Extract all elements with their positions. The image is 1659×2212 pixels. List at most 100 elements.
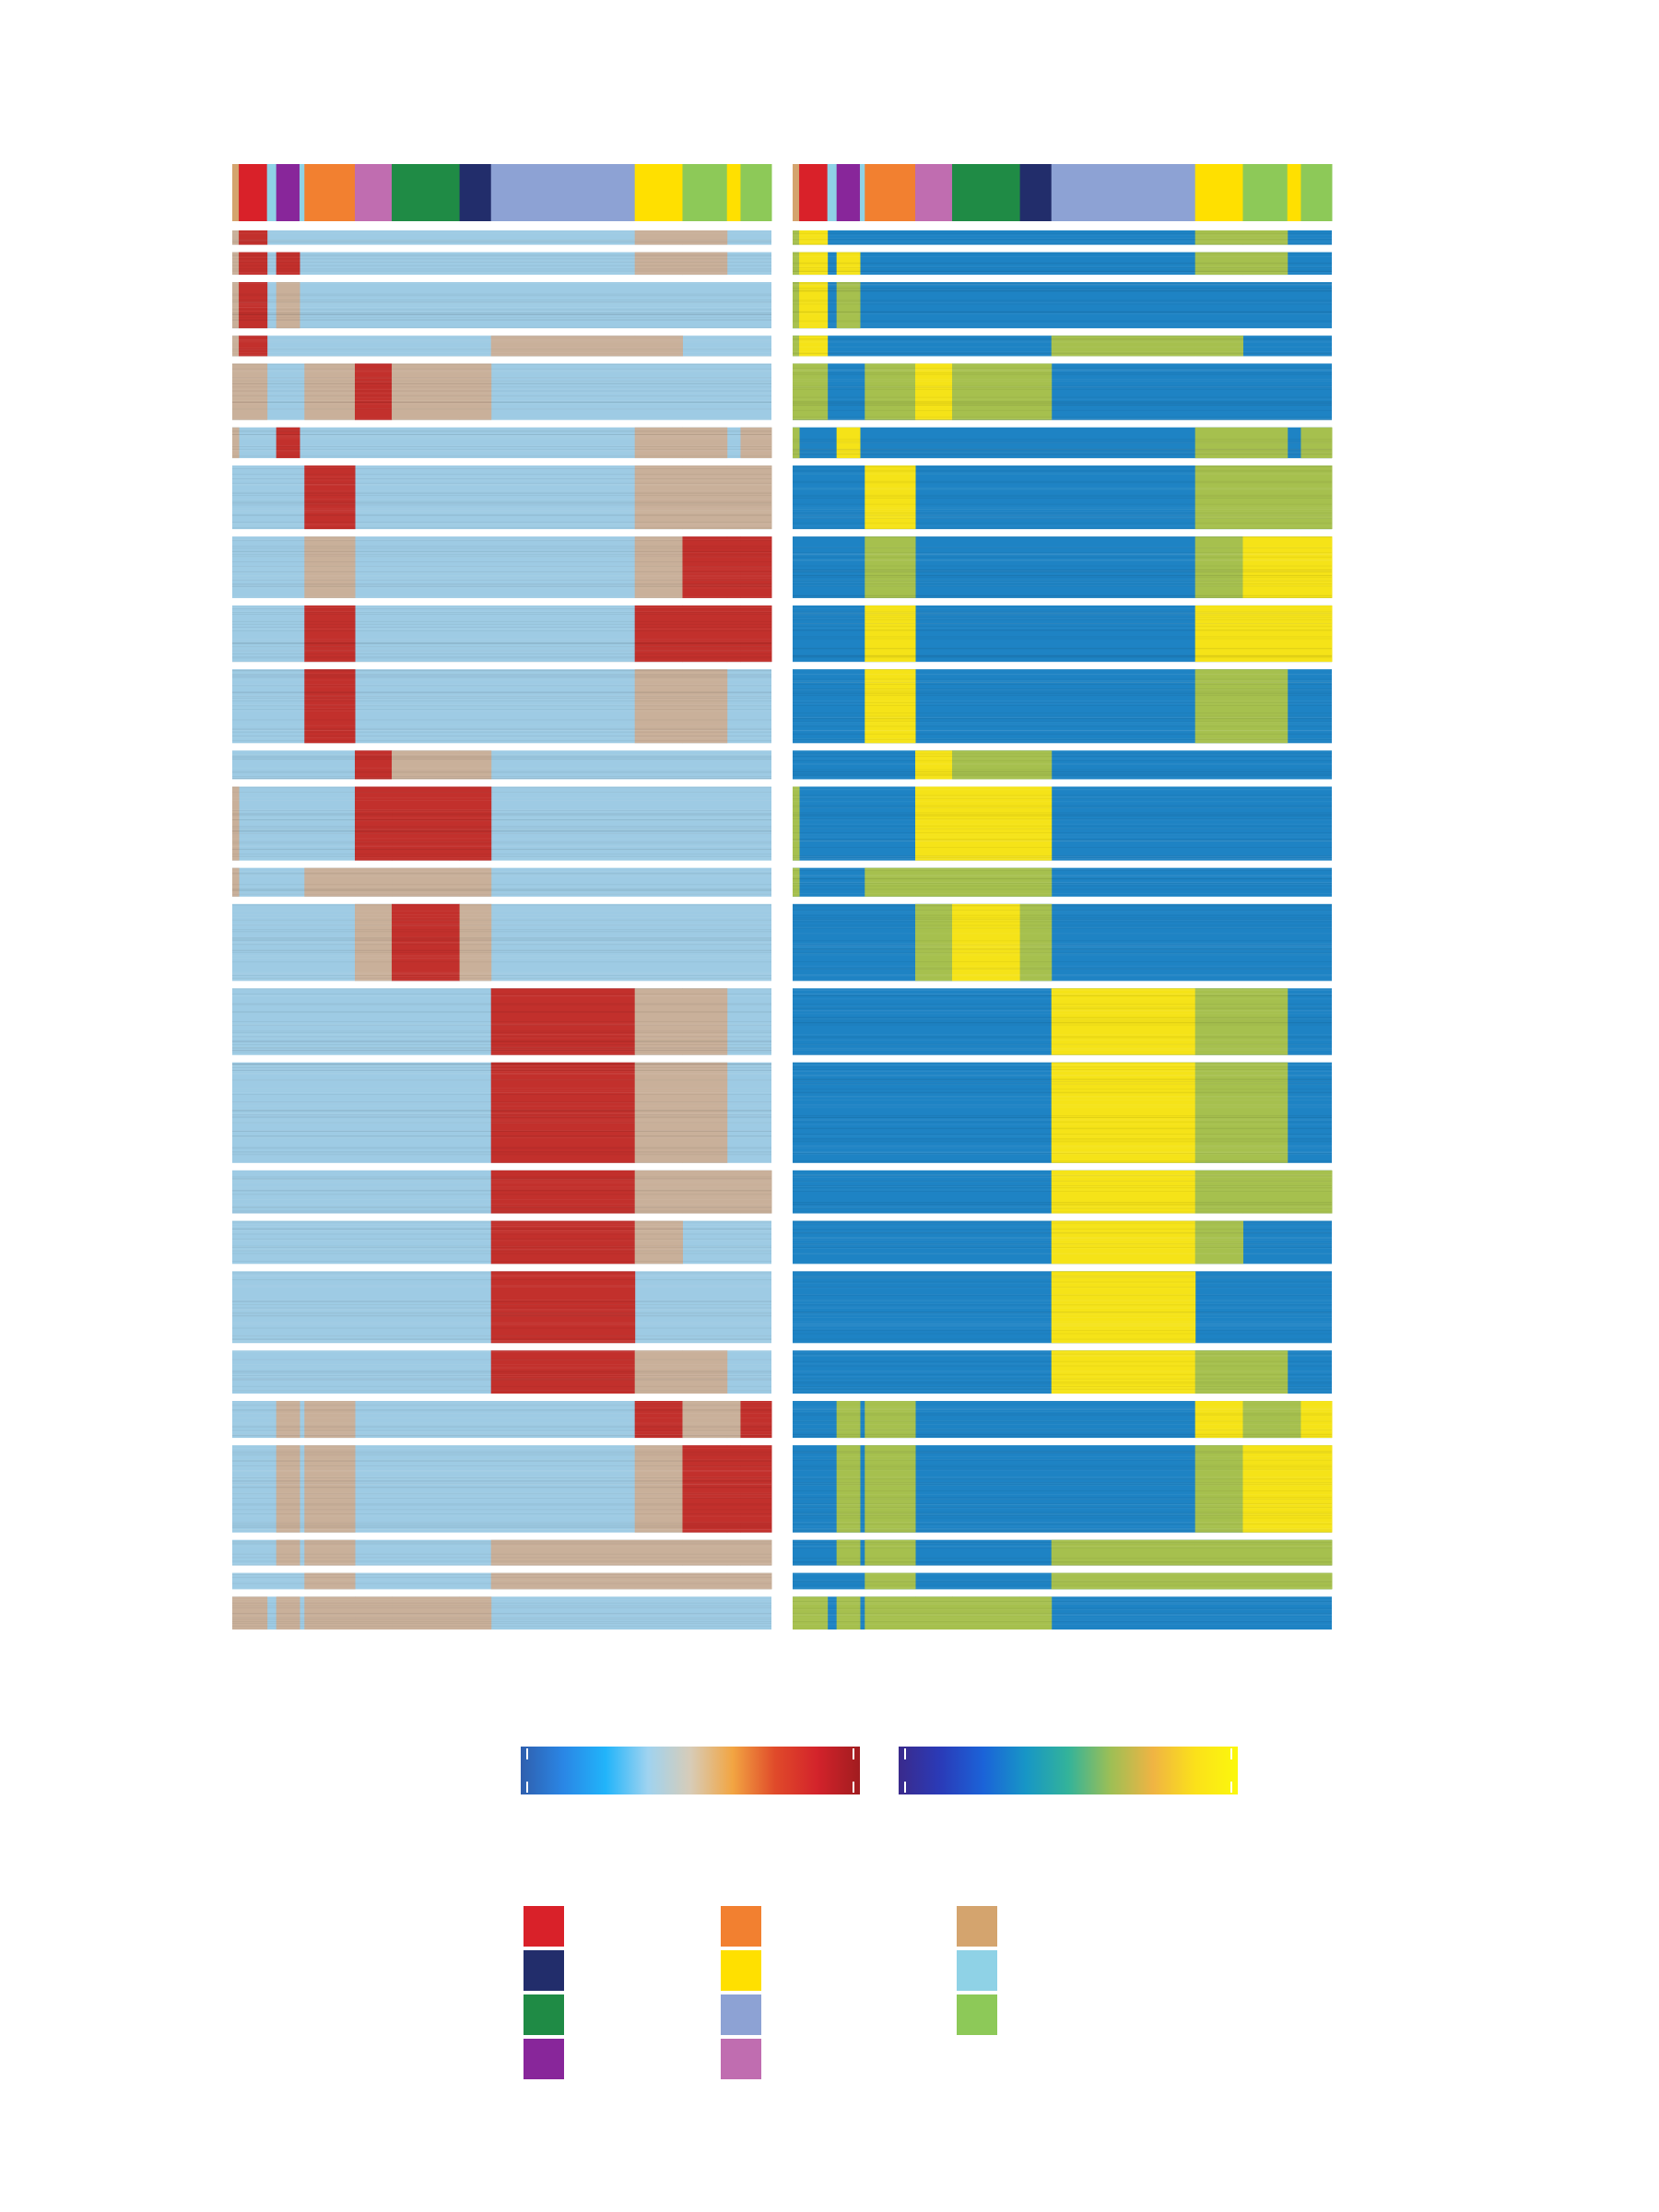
block-cell	[232, 427, 240, 459]
block-cell	[232, 335, 240, 357]
texture-line	[232, 1477, 771, 1478]
texture-line	[793, 839, 1332, 840]
texture-line	[232, 1492, 771, 1494]
texture-line	[232, 818, 771, 820]
texture-line	[232, 1312, 771, 1313]
texture-line	[232, 389, 771, 391]
texture-line	[232, 1315, 771, 1317]
texture-line	[793, 823, 1332, 825]
texture-line	[793, 952, 1332, 954]
texture-line	[793, 547, 1332, 548]
texture-line	[793, 771, 1332, 772]
group-segment	[459, 164, 492, 221]
texture-line	[793, 547, 1332, 548]
texture-line	[793, 881, 1332, 883]
texture-line	[232, 949, 771, 951]
texture-line	[232, 271, 771, 273]
texture-line	[232, 815, 771, 817]
block-cell	[1051, 1170, 1196, 1214]
texture-line	[232, 499, 771, 500]
texture-line	[232, 1230, 771, 1232]
texture-line	[793, 267, 1332, 268]
texture-line	[793, 1008, 1332, 1009]
texture-line	[793, 1091, 1332, 1093]
texture-line	[232, 1340, 771, 1342]
block-cell	[392, 903, 461, 982]
texture-line	[793, 989, 1332, 991]
group-segment	[1287, 164, 1301, 221]
texture-line	[232, 1312, 771, 1313]
texture-line	[793, 1408, 1332, 1410]
texture-line	[232, 607, 771, 609]
texture-line	[793, 1175, 1332, 1176]
block-cell	[1194, 605, 1243, 663]
block-cell	[740, 1445, 772, 1533]
texture-line	[232, 1614, 771, 1616]
texture-line	[232, 468, 771, 469]
texture-line	[232, 1470, 771, 1472]
texture-line	[232, 1272, 771, 1274]
texture-line	[232, 579, 771, 581]
texture-line	[232, 283, 771, 284]
heatmap-block	[232, 867, 771, 897]
texture-line	[232, 1327, 771, 1329]
texture-line	[793, 453, 1332, 454]
texture-line	[793, 282, 1332, 284]
texture-line	[232, 341, 771, 343]
texture-line	[793, 776, 1332, 778]
block-cell	[726, 1170, 741, 1214]
texture-line	[232, 1033, 771, 1035]
texture-line	[793, 262, 1332, 264]
texture-line	[232, 368, 771, 370]
texture-line	[232, 995, 771, 996]
texture-line	[232, 911, 771, 912]
texture-line	[793, 582, 1332, 583]
block-cell	[1194, 1350, 1243, 1394]
texture-line	[232, 975, 771, 977]
texture-line	[232, 890, 771, 892]
texture-line	[232, 482, 771, 484]
texture-line	[793, 623, 1332, 625]
texture-line	[793, 340, 1332, 342]
texture-line	[793, 1146, 1332, 1147]
texture-line	[793, 271, 1332, 273]
texture-line	[793, 1324, 1332, 1325]
texture-line	[232, 977, 771, 979]
block-cell	[1300, 427, 1333, 459]
heatmap-block	[232, 1271, 771, 1344]
texture-line	[793, 1360, 1332, 1362]
block-cell	[276, 282, 300, 329]
block-background	[232, 786, 771, 861]
texture-line	[232, 813, 771, 815]
texture-line	[232, 1114, 771, 1116]
block-cell	[952, 363, 1021, 420]
block-cell	[634, 988, 683, 1055]
texture-line	[793, 508, 1332, 510]
texture-line	[232, 685, 771, 687]
texture-line	[232, 611, 771, 612]
texture-line	[232, 316, 771, 318]
texture-line	[793, 388, 1332, 390]
block-cell	[915, 750, 953, 780]
block-cell	[1194, 536, 1243, 598]
texture-line	[793, 1176, 1332, 1178]
texture-line	[793, 1371, 1332, 1373]
texture-line	[232, 268, 771, 270]
texture-line	[232, 1226, 771, 1227]
texture-line	[793, 702, 1332, 703]
texture-line	[232, 956, 771, 958]
texture-line	[232, 730, 771, 731]
texture-line	[793, 656, 1332, 657]
texture-line	[793, 1598, 1332, 1600]
texture-line	[793, 1355, 1332, 1357]
texture-line	[793, 1300, 1332, 1302]
texture-line	[793, 1096, 1332, 1097]
texture-line	[232, 1041, 771, 1042]
group-segment	[634, 164, 683, 221]
texture-line	[232, 551, 771, 553]
texture-line	[793, 1507, 1332, 1509]
texture-line	[232, 260, 771, 262]
texture-line	[232, 1212, 771, 1214]
texture-line	[793, 690, 1332, 692]
texture-line	[793, 968, 1332, 970]
